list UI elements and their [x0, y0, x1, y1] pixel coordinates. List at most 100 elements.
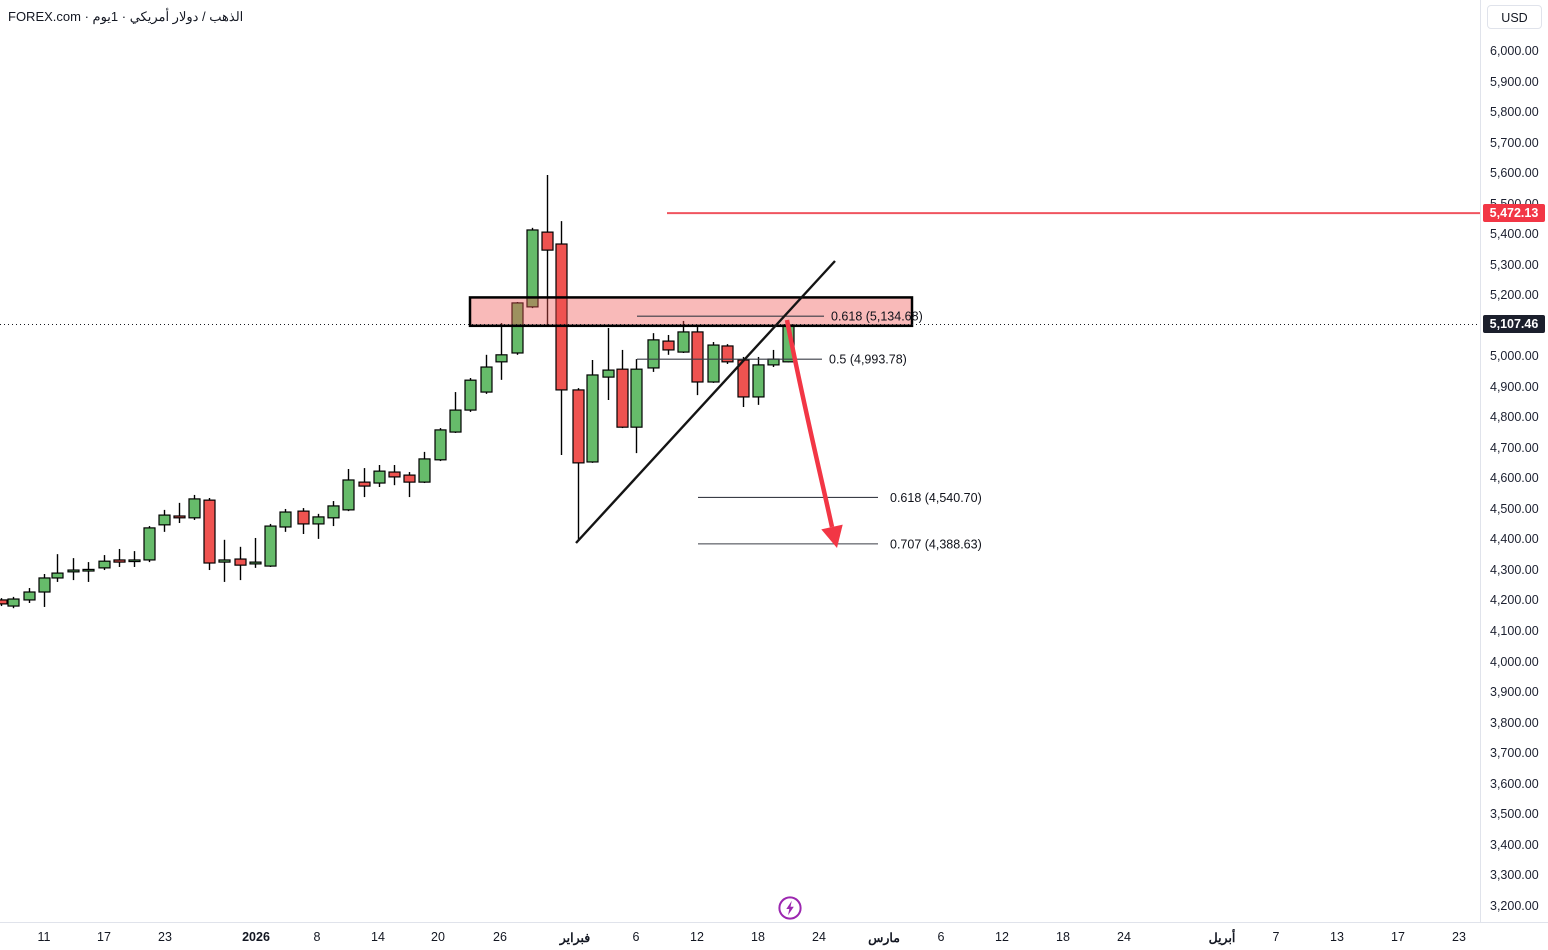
- time-tick-month-label: مارس: [868, 931, 900, 945]
- candle-body: [218, 559, 231, 563]
- candle-body: [434, 429, 447, 461]
- time-tick-label: 7: [1272, 930, 1280, 944]
- price-badge: 5,472.13: [1483, 204, 1545, 223]
- symbol-title[interactable]: الذهب / دولار أمريكي · 1يوم · FOREX.com: [8, 9, 244, 24]
- fib-level-label: 0.5 (4,993.78): [829, 353, 907, 367]
- price-tick-label: 4,200.00: [1490, 593, 1539, 608]
- candle-body: [188, 498, 201, 519]
- time-tick-month-label: أبريل: [1208, 931, 1236, 945]
- price-tick-label: 3,200.00: [1490, 898, 1539, 913]
- price-tick-label: 4,100.00: [1490, 623, 1539, 638]
- candle-body: [586, 374, 599, 463]
- time-tick-label: 23: [158, 930, 172, 944]
- price-tick-label: 3,900.00: [1490, 685, 1539, 700]
- supply-zone-box[interactable]: [468, 296, 914, 328]
- candle-body: [234, 558, 247, 566]
- candle-body: [82, 568, 95, 572]
- projection-arrow-shaft[interactable]: [784, 319, 835, 528]
- price-tick-label: 4,500.00: [1490, 501, 1539, 516]
- currency-usd-button[interactable]: USD: [1487, 5, 1542, 29]
- candle-body: [203, 499, 216, 564]
- candle-body: [752, 364, 765, 398]
- price-tick-label: 4,000.00: [1490, 654, 1539, 669]
- candle-body: [388, 471, 401, 478]
- candle-body: [7, 598, 20, 607]
- candle-body: [51, 572, 64, 579]
- price-tick-label: 3,400.00: [1490, 837, 1539, 852]
- time-tick-label: 24: [1117, 930, 1131, 944]
- time-tick-label: 17: [97, 930, 111, 944]
- price-tick-label: 4,300.00: [1490, 562, 1539, 577]
- candle-body: [767, 358, 780, 366]
- candle-body: [358, 481, 371, 487]
- time-tick-label: 24: [812, 930, 826, 944]
- price-badge: 5,107.46: [1483, 315, 1545, 334]
- candle-body: [67, 569, 80, 573]
- events-flash-icon[interactable]: [777, 895, 803, 921]
- candle-body: [449, 409, 462, 433]
- time-tick-label: 23: [1452, 930, 1466, 944]
- candle-body: [297, 510, 310, 525]
- candle-body: [128, 559, 141, 563]
- price-tick-label: 5,600.00: [1490, 166, 1539, 181]
- time-tick-label: 13: [1330, 930, 1344, 944]
- candle-body: [373, 470, 386, 484]
- price-tick-label: 4,700.00: [1490, 440, 1539, 455]
- price-tick-label: 3,300.00: [1490, 868, 1539, 883]
- candle-body: [647, 339, 660, 369]
- candle-body: [264, 525, 277, 567]
- price-tick-label: 3,600.00: [1490, 776, 1539, 791]
- candle-body: [572, 389, 585, 464]
- candle-body: [707, 344, 720, 383]
- time-tick-label: 26: [493, 930, 507, 944]
- fib-level-label: 0.707 (4,388.63): [890, 537, 982, 551]
- time-axis[interactable]: 11 17 23 2026 8 14 20 26 فبراير 6 12 18 24 مارس 6 12 18 2…: [0, 922, 1548, 950]
- candle-body: [158, 514, 171, 526]
- fib-level-label: 0.618 (5,134.68): [831, 310, 923, 324]
- candle-body: [495, 354, 508, 363]
- price-tick-label: 5,900.00: [1490, 74, 1539, 89]
- candle-body: [0, 599, 8, 605]
- price-tick-label: 5,400.00: [1490, 227, 1539, 242]
- price-tick-label: 4,600.00: [1490, 471, 1539, 486]
- candle-body: [113, 559, 126, 563]
- candle-body: [23, 591, 36, 601]
- time-tick-label: 17: [1391, 930, 1405, 944]
- candle-body: [98, 560, 111, 569]
- time-tick-label: 6: [632, 930, 640, 944]
- price-tick-label: 6,000.00: [1490, 44, 1539, 58]
- candle-body: [662, 340, 675, 351]
- price-tick-label: 4,400.00: [1490, 532, 1539, 547]
- time-tick-label: 20: [431, 930, 445, 944]
- candle-body: [677, 331, 690, 353]
- trendline[interactable]: [575, 260, 836, 544]
- candle-body: [616, 368, 629, 428]
- projection-arrow-head: [821, 524, 843, 548]
- price-tick-label: 5,000.00: [1490, 349, 1539, 364]
- candle-body: [279, 511, 292, 528]
- lightning-bolt-glyph: [786, 900, 794, 916]
- candle-body: [691, 331, 704, 383]
- candle-body: [555, 243, 568, 391]
- price-tick-label: 4,900.00: [1490, 379, 1539, 394]
- candle-body: [602, 369, 615, 378]
- candle-body: [630, 368, 643, 428]
- price-tick-label: 4,800.00: [1490, 410, 1539, 425]
- candle-body: [464, 379, 477, 411]
- time-tick-label: 11: [37, 930, 51, 944]
- candle-body: [511, 302, 524, 354]
- price-tick-label: 5,300.00: [1490, 257, 1539, 272]
- time-tick-month-label: فبراير: [559, 931, 591, 945]
- price-axis[interactable]: USD 6,000.00 5,900.00 5,800.00 5,700.00 5,60…: [1480, 0, 1548, 922]
- candle-body: [403, 474, 416, 483]
- time-tick-label: 6: [937, 930, 945, 944]
- candle-body: [541, 231, 554, 251]
- price-tick-label: 3,700.00: [1490, 746, 1539, 761]
- time-tick-month-label: 2026: [242, 930, 270, 944]
- candle-body: [480, 366, 493, 393]
- candle-body: [342, 479, 355, 511]
- candle-body: [38, 577, 51, 593]
- chart-canvas[interactable]: 0.618 (5,134.68) 0.5 (4,993.78) 0.618 (4,5…: [0, 0, 1480, 922]
- candle-body: [173, 515, 186, 519]
